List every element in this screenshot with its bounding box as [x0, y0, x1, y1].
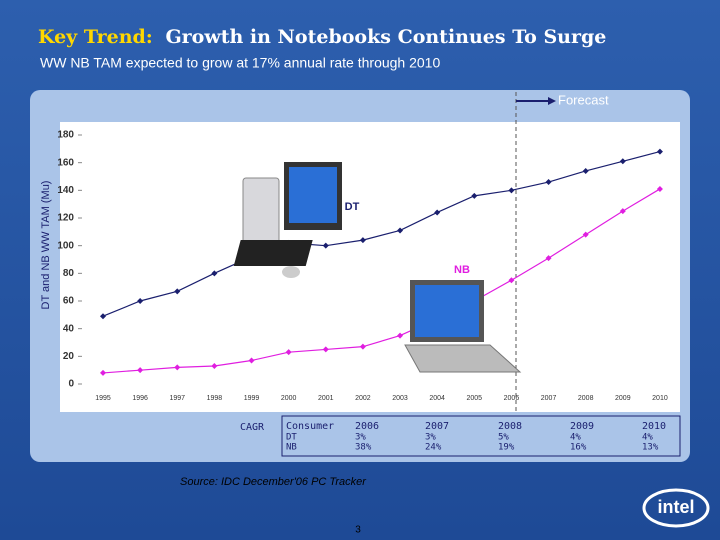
cagr-cell: 38% — [355, 443, 372, 453]
desktop-screen — [289, 167, 337, 223]
cagr-cell: 19% — [498, 443, 515, 453]
cagr-cell: 3% — [425, 433, 436, 443]
point-marker — [100, 313, 106, 320]
x-tick-label: 1999 — [244, 395, 260, 402]
x-tick-label: 2010 — [652, 395, 668, 402]
point-marker — [100, 369, 106, 376]
cagr-cell: 4% — [570, 433, 581, 443]
x-tick-label: 2004 — [429, 395, 445, 402]
cagr-header: 2007 — [425, 421, 449, 432]
cagr-header: Consumer — [286, 421, 334, 432]
cagr-cell: 24% — [425, 443, 442, 453]
cagr-cell: DT — [286, 433, 297, 443]
point-marker — [359, 343, 366, 350]
page-number: 3 — [355, 525, 361, 536]
point-marker — [174, 288, 181, 295]
point-marker — [248, 357, 255, 364]
plot-area — [60, 122, 680, 412]
point-marker — [619, 158, 626, 165]
logo-swoosh — [642, 488, 710, 528]
point-marker — [285, 349, 292, 356]
cagr-header: 2009 — [570, 421, 594, 432]
point-marker — [359, 237, 366, 244]
series-label: DT — [345, 201, 360, 213]
point-marker — [322, 242, 329, 249]
cagr-box — [281, 415, 681, 457]
x-tick-label: 2005 — [467, 395, 483, 402]
point-marker — [656, 148, 663, 155]
forecast-label: Forecast — [558, 92, 609, 107]
y-tick-label: 180 — [57, 130, 74, 141]
x-tick-label: 2000 — [281, 395, 297, 402]
x-tick-label: 2009 — [615, 395, 631, 402]
x-tick-label: 2001 — [318, 395, 334, 402]
point-marker — [322, 346, 329, 353]
cagr-cell: 5% — [498, 433, 509, 443]
point-marker — [582, 231, 589, 238]
point-marker — [137, 298, 144, 304]
cagr-header: 2006 — [355, 421, 379, 432]
cagr-cell: NB — [286, 443, 297, 453]
x-tick-label: 1998 — [207, 395, 223, 402]
y-axis-label: DT and NB WW TAM (Mu) — [40, 181, 52, 310]
title-key: Key Trend: — [38, 26, 153, 48]
y-tick-label: 140 — [57, 185, 74, 196]
mouse — [282, 266, 300, 278]
point-marker — [545, 179, 552, 186]
y-tick-label: 40 — [63, 323, 75, 334]
point-marker — [434, 209, 441, 216]
cagr-cell: 4% — [642, 433, 653, 443]
cagr-cell: 13% — [642, 443, 659, 453]
y-tick-label: 20 — [63, 351, 75, 362]
x-tick-label: 2006 — [504, 395, 520, 402]
point-marker — [397, 227, 404, 234]
series-label: NB — [454, 264, 470, 276]
cagr-header: 2010 — [642, 421, 666, 432]
point-marker — [211, 270, 218, 277]
x-tick-label: 1995 — [95, 395, 111, 402]
point-marker — [508, 277, 515, 284]
x-tick-label: 1996 — [132, 395, 148, 402]
notebook-screen — [415, 285, 479, 337]
logo: intel — [657, 497, 694, 517]
title: Key Trend: Growth in Notebooks Continues… — [38, 26, 606, 48]
x-tick-label: 2002 — [355, 395, 371, 402]
cagr-header: 2008 — [498, 421, 522, 432]
point-marker — [397, 332, 404, 339]
point-marker — [545, 255, 552, 262]
series-line — [102, 151, 661, 317]
forecast-arrow-head — [548, 97, 556, 105]
y-tick-label: 80 — [63, 268, 75, 279]
y-tick-label: 0 — [68, 379, 74, 390]
point-marker — [619, 208, 626, 215]
y-tick-label: 120 — [57, 213, 74, 224]
notebook-base — [404, 344, 522, 373]
cagr-cell: 16% — [570, 443, 587, 453]
point-marker — [174, 364, 181, 371]
title-text: Growth in Notebooks Continues To Surge — [165, 26, 606, 48]
illustrations — [233, 162, 522, 373]
cagr-label: CAGR — [240, 422, 265, 433]
x-tick-label: 2007 — [541, 395, 557, 402]
x-tick-label: 2008 — [578, 395, 594, 402]
point-marker — [471, 192, 478, 199]
cagr-panel — [230, 416, 680, 456]
x-tick-label: 1997 — [169, 395, 185, 402]
source: Source: IDC December'06 PC Tracker — [180, 476, 367, 488]
x-tick-label: 2003 — [392, 395, 408, 402]
point-marker — [656, 185, 663, 192]
point-marker — [211, 363, 218, 370]
y-tick-label: 100 — [57, 240, 74, 251]
series-line — [102, 188, 661, 374]
point-marker — [508, 187, 515, 194]
subtitle: WW NB TAM expected to grow at 17% annual… — [40, 55, 440, 71]
keyboard — [233, 240, 313, 266]
point-marker — [137, 367, 144, 374]
cagr-cell: 3% — [355, 433, 366, 443]
point-marker — [582, 167, 589, 174]
y-tick-label: 60 — [63, 296, 75, 307]
y-tick-label: 160 — [57, 157, 74, 168]
